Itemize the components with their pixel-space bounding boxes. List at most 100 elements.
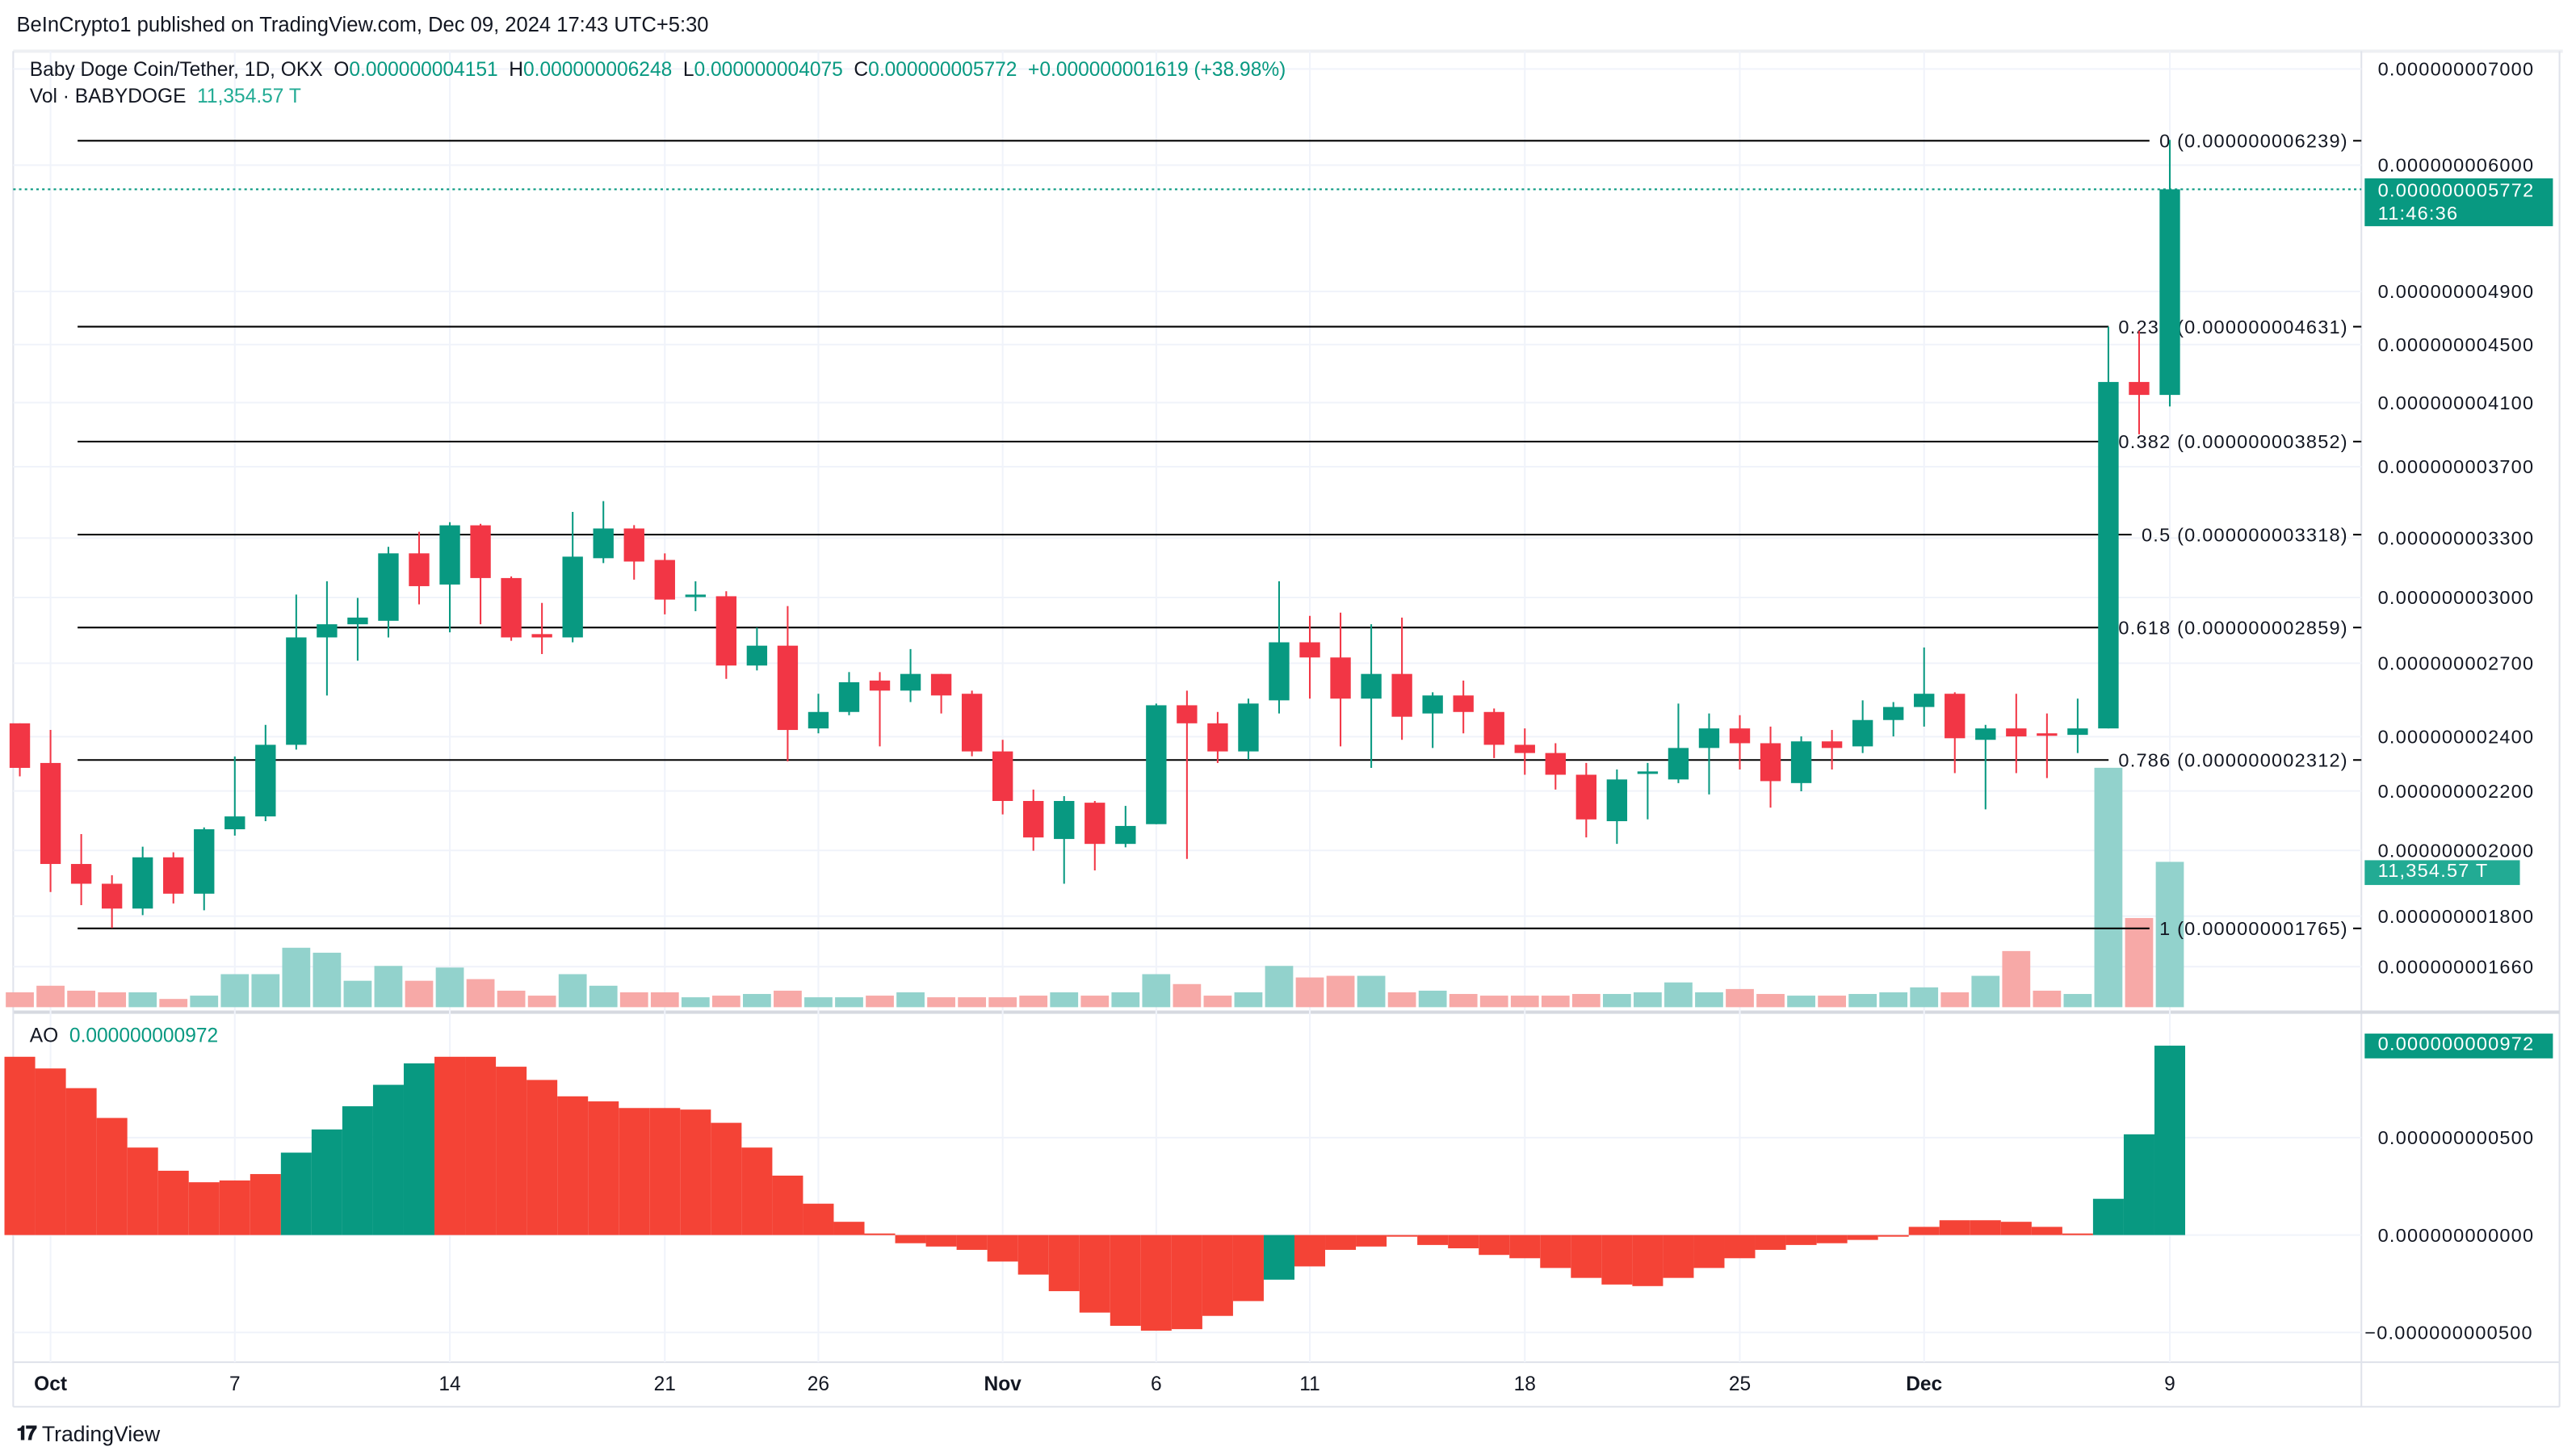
volume-bar [1234, 992, 1263, 1008]
volume-bar [190, 996, 219, 1008]
time-axis-label: 6 [1151, 1373, 1162, 1395]
candle-body [746, 645, 768, 666]
ao-axis-label: 0.000000000000 [2378, 1225, 2535, 1246]
price-axis-label: 0.000000006000 [2378, 155, 2535, 176]
price-axis-label: 0.000000001660 [2378, 956, 2535, 977]
candle-body [1945, 694, 1966, 739]
ao-bar [2123, 1134, 2154, 1235]
candle-body [777, 645, 799, 731]
candle-body [593, 528, 614, 559]
candle-body [347, 617, 368, 625]
ao-bar [1939, 1220, 1970, 1235]
price-axis-label: 0.000000002000 [2378, 840, 2535, 861]
volume-bar [2002, 950, 2031, 1008]
ao-bar [1785, 1235, 1817, 1245]
ao-bar [588, 1101, 619, 1235]
candle-body [439, 525, 460, 585]
candle-body [2067, 728, 2088, 736]
high-value: 0.000000006248 [523, 57, 673, 82]
tradingview-brand[interactable]: 𝟏𝟕 TradingView [16, 1422, 160, 1447]
ao-bar [1325, 1235, 1357, 1250]
candle-body [1115, 825, 1136, 845]
volume-bar [927, 997, 955, 1008]
ao-bar [956, 1235, 988, 1250]
time-axis-label: 14 [438, 1373, 460, 1395]
fib-level-label: 0.236 (0.000000004631) [2118, 317, 2347, 338]
ao-bar [1263, 1235, 1294, 1280]
brand-name: TradingView [41, 1421, 161, 1447]
volume-bar [1050, 992, 1079, 1008]
candle-body [1883, 707, 1904, 720]
volume-bar [36, 985, 65, 1008]
candle-body [623, 528, 644, 562]
candle-body [2037, 733, 2058, 736]
last-price-tag: 0.000000005772 11:46:36 [2364, 178, 2553, 227]
fib-level-label: 0.5 (0.000000003318) [2142, 524, 2348, 545]
time-axis-label: 7 [229, 1373, 241, 1395]
candle-body [1422, 695, 1443, 714]
ao-bar [1877, 1235, 1909, 1237]
time-axis-label: 25 [1729, 1373, 1751, 1395]
symbol-title[interactable]: Baby Doge Coin/Tether, 1D, OKX [29, 57, 323, 82]
ao-label[interactable]: AO [29, 1023, 59, 1047]
price-axis-label: 0.000000002200 [2378, 781, 2535, 802]
ao-bar [1110, 1235, 1141, 1327]
time-axis-label: Oct [34, 1373, 67, 1395]
ao-bar [987, 1235, 1018, 1262]
ao-bar [434, 1056, 466, 1235]
candle-body [1146, 705, 1167, 824]
ao-bar [1571, 1235, 1602, 1278]
price-axis-label: 0.000000001800 [2378, 906, 2535, 927]
tradingview-logo-icon: 𝟏𝟕 [16, 1421, 36, 1445]
volume-bar [1910, 987, 1939, 1008]
candle-body [1207, 723, 1228, 752]
candle-body [900, 673, 921, 691]
ao-bar [1140, 1235, 1172, 1331]
candle-body [132, 857, 153, 909]
volume-tag: 11,354.57 T [2364, 860, 2520, 886]
high-label: H [509, 57, 524, 82]
candle-body [1637, 771, 1659, 774]
volume-bar [374, 966, 403, 1008]
change-value: +0.000000001619 (+38.98%) [1028, 57, 1286, 82]
time-axis-label: 21 [654, 1373, 676, 1395]
ao-bar [4, 1056, 36, 1235]
volume-bar [2125, 917, 2154, 1008]
candle-body [1299, 642, 1320, 658]
ao-bar [1479, 1235, 1510, 1256]
candle-body [1054, 800, 1075, 840]
ao-bar [219, 1180, 250, 1235]
ao-bar [1048, 1235, 1080, 1292]
candle-body [1177, 705, 1198, 723]
ao-legend: AO 0.000000000972 [30, 1024, 218, 1047]
volume-bar [619, 992, 648, 1008]
ao-bar [527, 1080, 558, 1235]
volume-bar [1111, 992, 1140, 1008]
ao-bar [1448, 1235, 1479, 1248]
volume-bar [2033, 990, 2062, 1008]
candle-body [930, 673, 952, 696]
volume-bar [6, 992, 34, 1008]
candle-body [255, 744, 276, 817]
candle-body [1790, 741, 1812, 783]
candle-body [1330, 657, 1351, 699]
ao-bar [96, 1117, 128, 1235]
ao-bar [2062, 1233, 2093, 1235]
candle-body [1975, 728, 1996, 740]
volume-bar [774, 990, 802, 1008]
volume-bar [1634, 992, 1662, 1008]
volume-bar [2094, 767, 2123, 1008]
volume-label[interactable]: Vol · BABYDOGE [29, 84, 187, 107]
volume-bar [743, 994, 771, 1008]
ao-bar [557, 1096, 589, 1235]
candle-body [1852, 719, 1873, 747]
ao-bar [1202, 1235, 1233, 1316]
ao-bar [342, 1106, 373, 1235]
close-value: 0.000000005772 [868, 57, 1017, 82]
candle-body [40, 762, 61, 865]
candle-body [409, 553, 430, 586]
price-axis-label: 0.000000002400 [2378, 727, 2535, 748]
volume-bar [1449, 994, 1478, 1008]
volume-bar [67, 990, 95, 1008]
